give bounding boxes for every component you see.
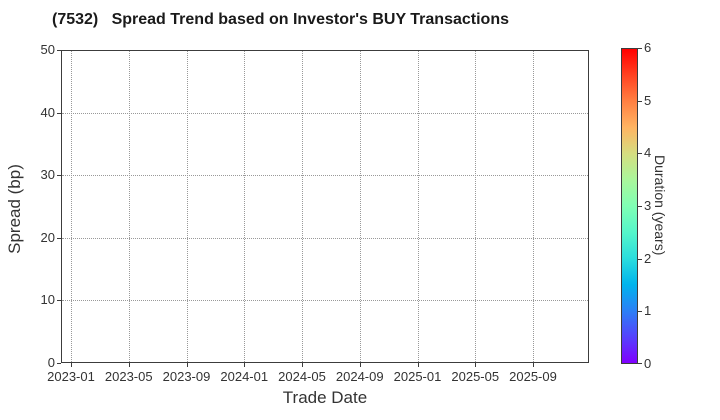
grid-line-vertical bbox=[71, 51, 72, 362]
colorbar-tick-label: 5 bbox=[644, 93, 652, 108]
y-tick-label: 40 bbox=[40, 105, 55, 120]
chart-title: (7532) Spread Trend based on Investor's … bbox=[52, 11, 509, 28]
colorbar-tick-label: 4 bbox=[644, 145, 652, 160]
colorbar-tick-mark bbox=[638, 206, 642, 207]
x-tick-label: 2024-05 bbox=[278, 369, 326, 384]
x-tick-label: 2023-09 bbox=[162, 369, 211, 384]
x-tick-mark bbox=[475, 363, 477, 367]
colorbar-tick-label: 2 bbox=[644, 251, 652, 266]
x-tick-label: 2025-05 bbox=[451, 369, 500, 384]
y-tick-mark bbox=[57, 363, 61, 364]
colorbar-tick-mark bbox=[638, 153, 642, 154]
colorbar-tick-label: 1 bbox=[644, 303, 652, 318]
grid-line-horizontal bbox=[62, 237, 588, 239]
grid-line-vertical bbox=[359, 51, 361, 362]
x-tick-label: 2025-09 bbox=[509, 369, 557, 384]
x-tick-mark bbox=[128, 363, 130, 367]
grid-line-vertical bbox=[186, 51, 188, 362]
colorbar-tick-mark bbox=[638, 363, 642, 364]
colorbar-tick-label: 6 bbox=[644, 40, 652, 55]
colorbar-tick-mark bbox=[638, 48, 642, 49]
plot-area bbox=[61, 50, 589, 363]
x-tick-label: 2024-09 bbox=[335, 369, 384, 384]
colorbar-tick-label: 0 bbox=[644, 356, 652, 371]
grid-line-horizontal bbox=[62, 300, 588, 302]
grid-line-vertical bbox=[475, 51, 477, 362]
colorbar-tick-label: 3 bbox=[644, 198, 652, 213]
x-tick-label: 2023-01 bbox=[47, 369, 95, 384]
y-axis-label: Spread (bp) bbox=[5, 164, 24, 254]
grid-line-vertical bbox=[302, 51, 303, 362]
y-tick-mark bbox=[57, 175, 61, 176]
x-tick-mark bbox=[417, 363, 419, 367]
grid-line-horizontal bbox=[62, 175, 588, 177]
grid-line-vertical bbox=[128, 51, 130, 362]
colorbar-tick-mark bbox=[638, 259, 642, 260]
colorbar-tick-mark bbox=[638, 101, 642, 102]
grid-line-vertical bbox=[244, 51, 246, 362]
grid-line-vertical bbox=[417, 51, 419, 362]
y-tick-label: 10 bbox=[40, 292, 55, 307]
x-tick-mark bbox=[244, 363, 246, 367]
grid-line-horizontal bbox=[62, 112, 588, 114]
colorbar-label: Duration (years) bbox=[652, 155, 668, 256]
x-tick-mark bbox=[533, 363, 534, 367]
x-tick-label: 2024-01 bbox=[220, 369, 269, 384]
x-tick-mark bbox=[71, 363, 72, 367]
x-tick-mark bbox=[359, 363, 361, 367]
colorbar-gradient bbox=[621, 48, 638, 364]
y-tick-mark bbox=[57, 50, 61, 51]
y-tick-mark bbox=[57, 300, 61, 301]
y-tick-label: 20 bbox=[40, 230, 55, 245]
x-tick-label: 2025-01 bbox=[393, 369, 442, 384]
x-tick-label: 2023-05 bbox=[104, 369, 153, 384]
y-tick-label: 30 bbox=[40, 167, 55, 182]
colorbar-tick-mark bbox=[638, 311, 642, 312]
grid-line-vertical bbox=[533, 51, 534, 362]
x-tick-mark bbox=[186, 363, 188, 367]
y-tick-label: 0 bbox=[47, 355, 55, 370]
x-tick-mark bbox=[302, 363, 303, 367]
x-axis-label: Trade Date bbox=[282, 388, 368, 407]
y-tick-mark bbox=[57, 113, 61, 114]
y-tick-label: 50 bbox=[40, 42, 55, 57]
y-tick-mark bbox=[57, 238, 61, 239]
